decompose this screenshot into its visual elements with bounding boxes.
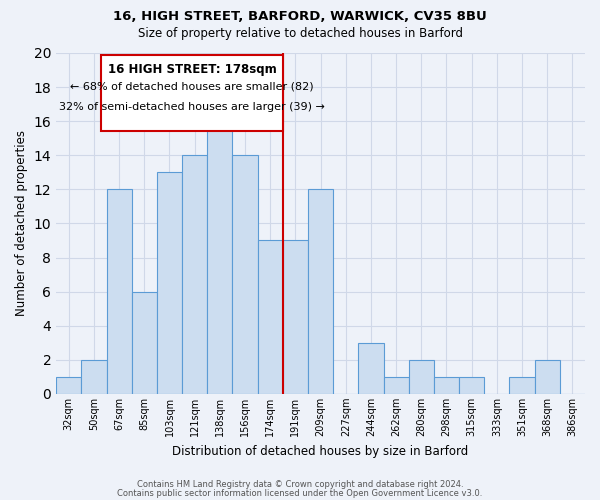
Bar — [56, 377, 82, 394]
Bar — [232, 156, 257, 394]
X-axis label: Distribution of detached houses by size in Barford: Distribution of detached houses by size … — [172, 444, 469, 458]
Bar — [283, 240, 308, 394]
Bar — [107, 190, 132, 394]
Y-axis label: Number of detached properties: Number of detached properties — [15, 130, 28, 316]
Bar — [358, 343, 383, 394]
Bar — [82, 360, 107, 394]
Bar — [409, 360, 434, 394]
Bar — [459, 377, 484, 394]
Text: 16 HIGH STREET: 178sqm: 16 HIGH STREET: 178sqm — [108, 63, 277, 76]
Text: 32% of semi-detached houses are larger (39) →: 32% of semi-detached houses are larger (… — [59, 102, 325, 113]
Bar — [101, 54, 283, 132]
Text: ← 68% of detached houses are smaller (82): ← 68% of detached houses are smaller (82… — [70, 82, 314, 92]
Text: Contains public sector information licensed under the Open Government Licence v3: Contains public sector information licen… — [118, 490, 482, 498]
Bar — [383, 377, 409, 394]
Bar — [535, 360, 560, 394]
Bar — [157, 172, 182, 394]
Text: 16, HIGH STREET, BARFORD, WARWICK, CV35 8BU: 16, HIGH STREET, BARFORD, WARWICK, CV35 … — [113, 10, 487, 23]
Text: Contains HM Land Registry data © Crown copyright and database right 2024.: Contains HM Land Registry data © Crown c… — [137, 480, 463, 489]
Bar — [132, 292, 157, 394]
Bar — [207, 104, 232, 394]
Text: Size of property relative to detached houses in Barford: Size of property relative to detached ho… — [137, 28, 463, 40]
Bar — [182, 156, 207, 394]
Bar — [308, 190, 333, 394]
Bar — [257, 240, 283, 394]
Bar — [509, 377, 535, 394]
Bar — [434, 377, 459, 394]
